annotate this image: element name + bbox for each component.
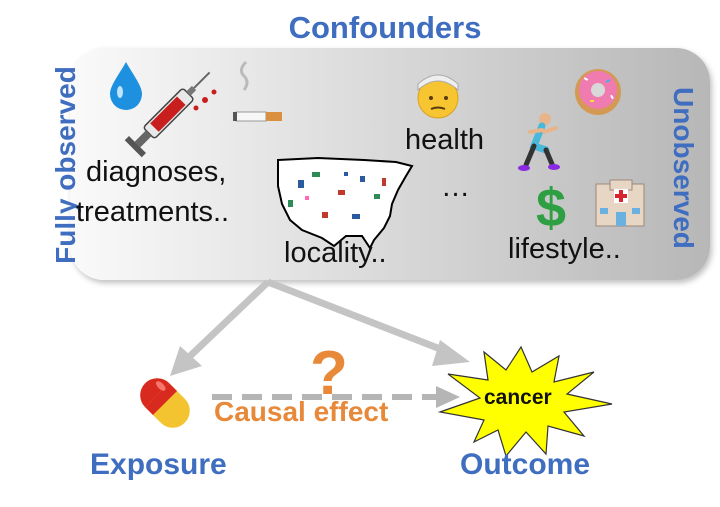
locality-label: locality.. — [284, 237, 387, 269]
outcome-value: cancer — [484, 386, 552, 409]
cigarette-icon — [233, 60, 282, 122]
confounders-title: Confounders — [288, 10, 482, 45]
unknown-mark: ? — [310, 339, 348, 408]
svg-text:$: $ — [536, 178, 566, 238]
diagnoses-label: diagnoses, — [86, 156, 227, 188]
outcome-label: Outcome — [460, 448, 591, 481]
injured-face-icon — [417, 74, 459, 119]
dollar-icon: $ — [536, 178, 566, 238]
health-label: health — [405, 124, 485, 156]
droplet-icon — [110, 62, 142, 110]
treatments-label: treatments.. — [76, 196, 230, 228]
outcome-burst — [437, 345, 613, 458]
pill-icon — [140, 378, 190, 428]
lifestyle-label: lifestyle.. — [508, 233, 621, 265]
runner-icon — [518, 113, 560, 171]
ellipsis-label: … — [441, 171, 470, 203]
syringe-icon — [124, 71, 211, 158]
us-map-icon — [277, 156, 414, 250]
causal-effect-label: Causal effect — [214, 396, 389, 427]
donut-icon — [575, 69, 621, 115]
exposure-label: Exposure — [90, 448, 227, 481]
hospital-icon — [595, 179, 645, 227]
